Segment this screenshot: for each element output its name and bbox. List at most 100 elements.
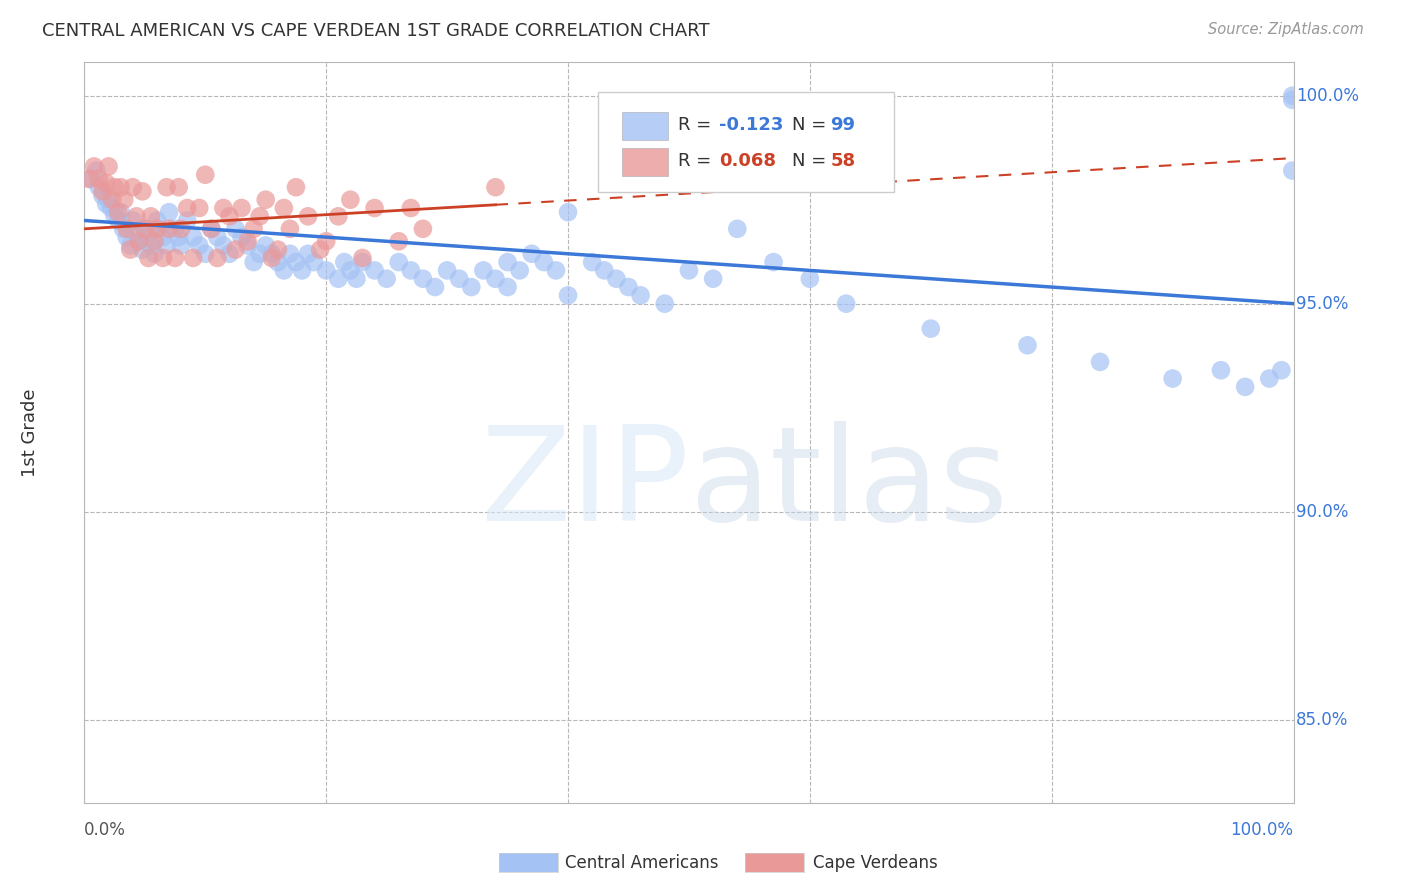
Point (124, 226, 146, 240)
Text: Source: ZipAtlas.com: Source: ZipAtlas.com (1208, 22, 1364, 37)
Point (83, 160, 105, 174)
Point (125, 210, 148, 224)
Text: N =: N = (792, 116, 832, 135)
Point (155, 180, 177, 194)
Point (533, 255, 555, 269)
Point (399, 201, 422, 215)
Point (472, 263, 495, 277)
Point (363, 263, 385, 277)
Point (260, 251, 283, 265)
Point (91, 188, 114, 202)
Point (254, 238, 277, 252)
Point (112, 193, 135, 207)
Point (1161, 371, 1184, 385)
FancyBboxPatch shape (623, 147, 668, 176)
Point (605, 271, 627, 285)
Point (315, 263, 337, 277)
Point (678, 263, 700, 277)
Point (94, 197, 117, 211)
Point (297, 246, 319, 260)
Point (87, 180, 110, 194)
Point (436, 263, 458, 277)
Point (302, 255, 325, 269)
Text: Central Americans: Central Americans (565, 854, 718, 871)
Point (1234, 380, 1257, 394)
Point (581, 255, 603, 269)
Point (131, 185, 153, 199)
Point (236, 238, 259, 252)
Point (146, 222, 169, 236)
Point (352, 251, 374, 265)
Point (1281, 163, 1303, 178)
Point (412, 271, 434, 285)
Point (267, 255, 290, 269)
Point (267, 243, 290, 257)
Point (163, 251, 186, 265)
Point (375, 271, 398, 285)
Text: -0.123: -0.123 (720, 116, 783, 135)
Point (200, 222, 222, 236)
Point (284, 255, 308, 269)
Point (112, 222, 135, 236)
Point (352, 255, 374, 269)
Point (273, 201, 295, 215)
Point (496, 280, 519, 294)
Point (181, 251, 204, 265)
Point (315, 235, 337, 249)
Point (170, 238, 193, 252)
Point (346, 271, 368, 285)
Point (333, 255, 356, 269)
Point (128, 235, 150, 249)
Point (188, 201, 211, 215)
Point (328, 210, 350, 224)
Point (835, 296, 858, 310)
Point (170, 222, 193, 236)
Point (155, 238, 177, 252)
Point (242, 222, 264, 236)
Text: atlas: atlas (689, 421, 1008, 548)
Point (207, 230, 229, 244)
Point (278, 246, 301, 260)
Point (484, 271, 506, 285)
Point (157, 205, 180, 219)
Point (120, 243, 142, 257)
Text: 99: 99 (831, 116, 855, 135)
Point (100, 201, 122, 215)
Point (412, 222, 434, 236)
Text: CENTRAL AMERICAN VS CAPE VERDEAN 1ST GRADE CORRELATION CHART: CENTRAL AMERICAN VS CAPE VERDEAN 1ST GRA… (42, 22, 710, 40)
Point (557, 205, 579, 219)
Point (388, 255, 411, 269)
Point (115, 230, 138, 244)
Point (297, 210, 319, 224)
Point (120, 238, 142, 252)
Text: 1st Grade: 1st Grade (21, 388, 39, 477)
Point (399, 263, 422, 277)
Point (725, 222, 748, 236)
Text: 0.068: 0.068 (720, 152, 776, 169)
Point (278, 222, 301, 236)
Point (121, 180, 143, 194)
Point (139, 210, 162, 224)
Point (110, 205, 132, 219)
Point (291, 263, 314, 277)
Point (218, 210, 240, 224)
Point (249, 210, 271, 224)
Point (702, 271, 724, 285)
Point (231, 201, 253, 215)
Point (146, 213, 169, 227)
Point (91, 185, 114, 199)
Point (799, 271, 821, 285)
Point (460, 280, 482, 294)
Point (194, 246, 217, 260)
Point (1258, 371, 1281, 385)
Point (163, 222, 186, 236)
Point (920, 321, 942, 335)
Text: ZIP: ZIP (479, 421, 689, 548)
Text: 100.0%: 100.0% (1230, 822, 1294, 839)
Point (87, 172, 110, 186)
FancyBboxPatch shape (599, 92, 894, 192)
Point (363, 201, 385, 215)
Point (236, 235, 259, 249)
Point (254, 193, 277, 207)
Point (449, 271, 471, 285)
